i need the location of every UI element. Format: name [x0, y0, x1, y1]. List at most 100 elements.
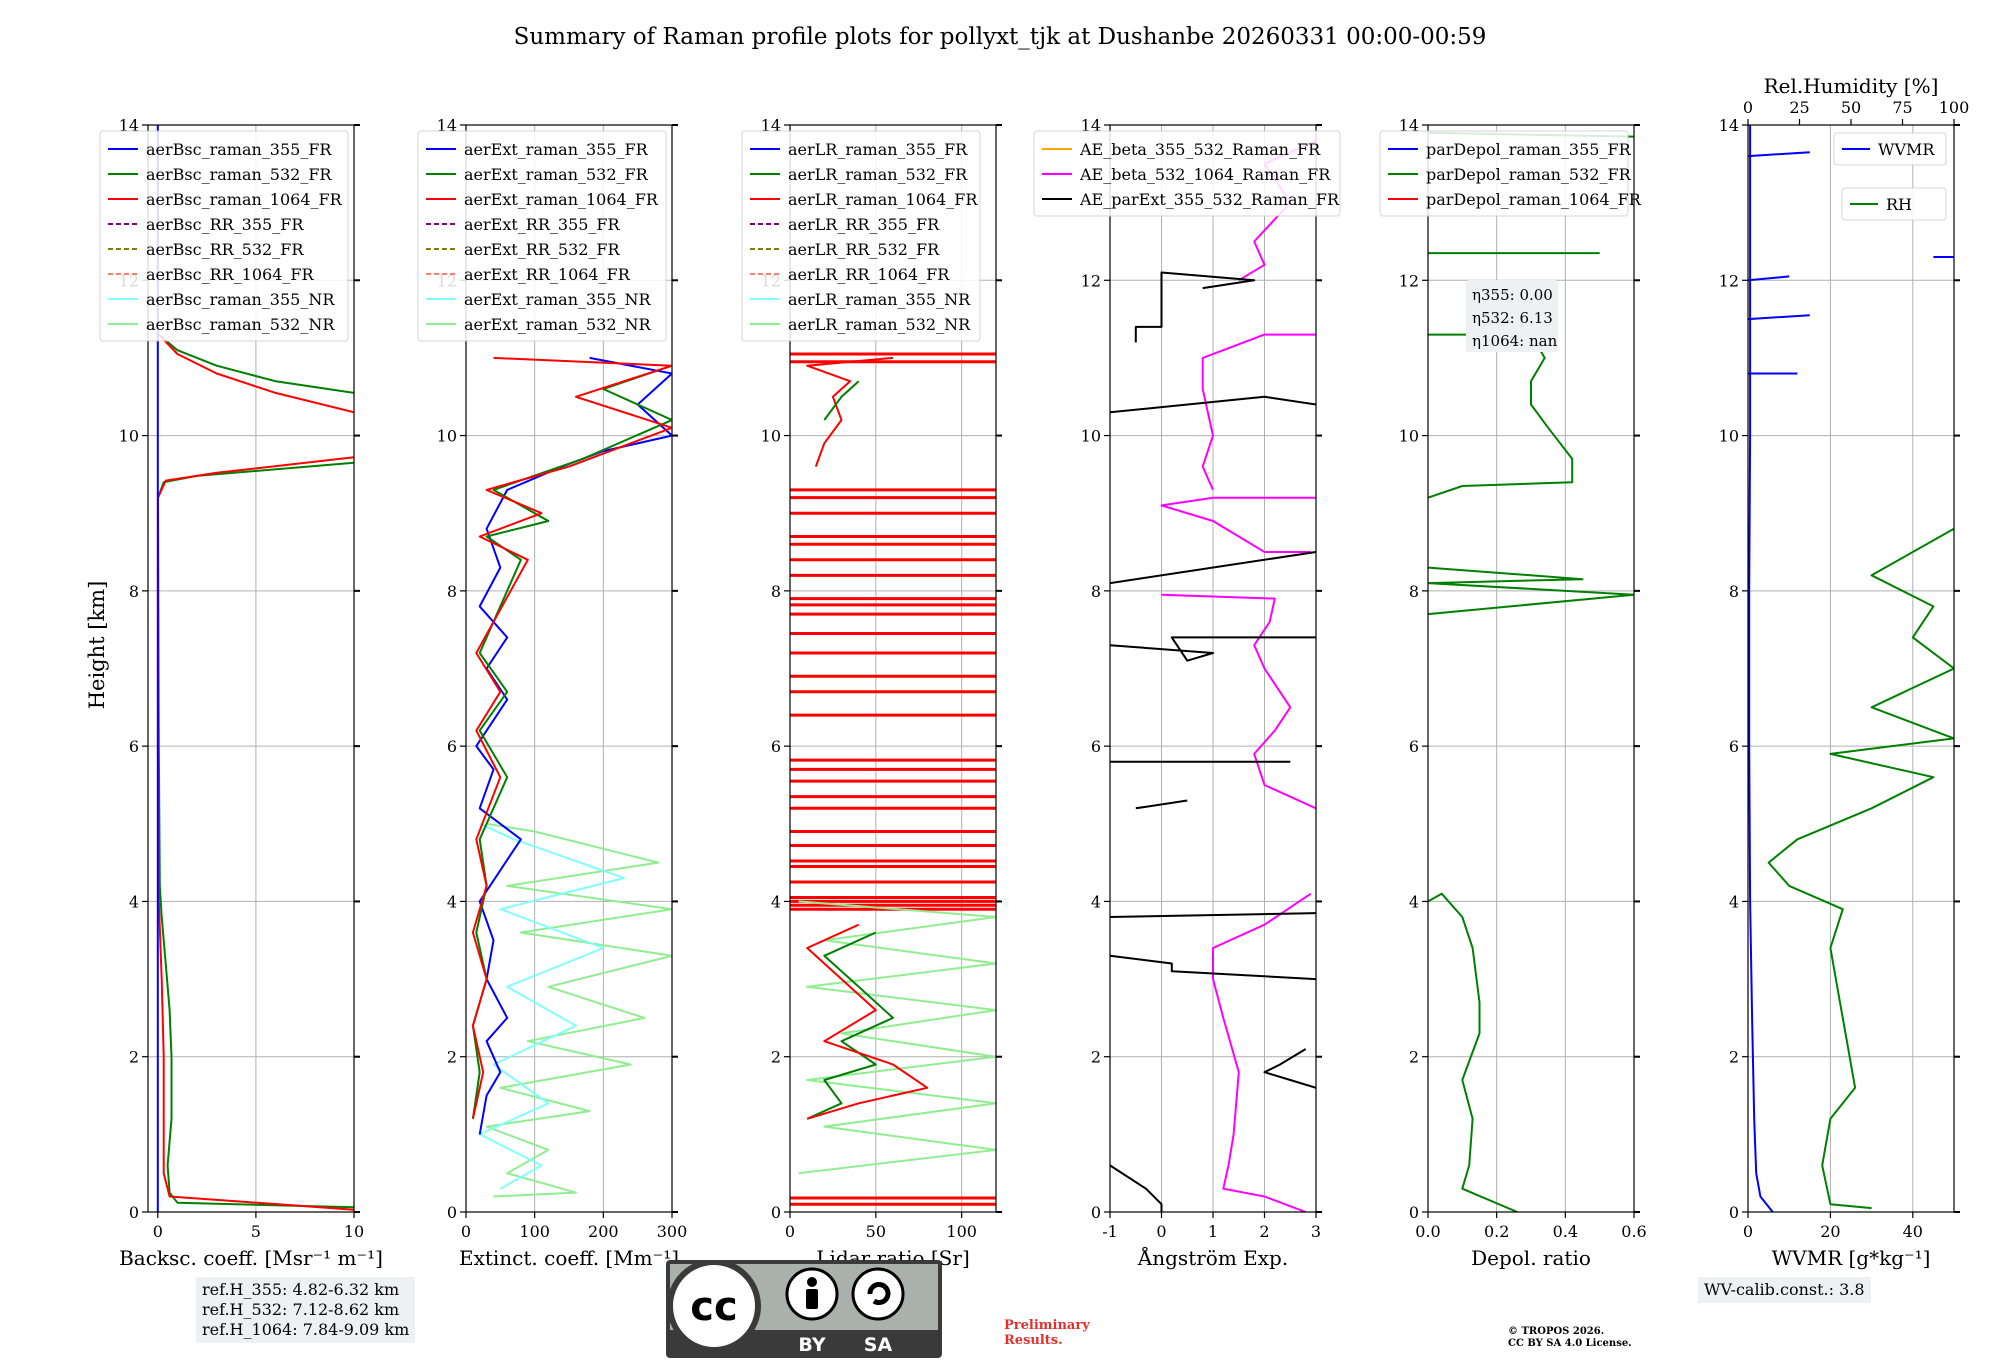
y-tick-label: 12 [1399, 271, 1419, 290]
y-tick-label: 2 [129, 1048, 139, 1067]
legend-box [1033, 130, 1341, 217]
copyright-line-1: © TROPOS 2026. [1508, 1326, 1605, 1337]
x-tick-label: 40 [1903, 1222, 1923, 1241]
y-tick-label: 0 [129, 1203, 139, 1222]
x-tick-label: 0.2 [1484, 1222, 1509, 1241]
legend-label: AE_parExt_355_532_Raman_FR [1079, 190, 1340, 209]
y-tick-label: 10 [1399, 427, 1419, 446]
series-line-aerExt_raman_532_NR [485, 822, 672, 1198]
legend-label: aerBsc_RR_1064_FR [146, 265, 315, 284]
top-axis-label: Rel.Humidity [%] [1764, 74, 1939, 98]
y-tick-label: 8 [1409, 582, 1419, 601]
panel-5: 0 2 4 6 8 10 12 14 0.0 0.2 0.4 0.6 Depol. ratio parDe… [1379, 116, 1647, 1270]
series-line-parDepol_raman_532_FR [1428, 892, 1518, 1212]
ref-height-355: ref.H_355: 4.82-6.32 km [202, 1280, 400, 1299]
x-tick-label: 0.0 [1415, 1222, 1440, 1241]
legend-label: aerBsc_raman_532_NR [146, 315, 335, 334]
x-tick-label: 0 [153, 1222, 163, 1241]
series-line-WVMR [1748, 314, 1810, 321]
legend-label: aerBsc_raman_355_NR [146, 290, 335, 309]
ref-heights-box: ref.H_355: 4.82-6.32 km ref.H_532: 7.12-… [196, 1277, 416, 1343]
x-tick-label: 100 [946, 1222, 977, 1241]
series-line-aerLR_raman_532_NR [798, 900, 996, 1175]
top-x-tick-label: 100 [1939, 98, 1970, 117]
x-tick-label: 2 [1259, 1222, 1269, 1241]
y-tick-label: 14 [1399, 116, 1419, 135]
series-line-AE_parExt_355_532_Raman_FR [1110, 395, 1316, 414]
y-tick-label: 2 [1091, 1048, 1101, 1067]
series-line-AE_parExt_355_532_Raman_FR [1110, 954, 1316, 981]
series-line-WVMR [1748, 275, 1790, 282]
x-tick-label: 100 [519, 1222, 550, 1241]
legend-label: WVMR [1878, 140, 1935, 159]
x-axis-label: Extinct. coeff. [Mm⁻¹] [459, 1246, 679, 1270]
legend-label: aerLR_raman_532_NR [788, 315, 971, 334]
y-tick-label: 2 [447, 1048, 457, 1067]
depol-info-line: η355: 0.00 [1472, 286, 1553, 304]
legend-label: aerExt_raman_1064_FR [464, 190, 659, 209]
x-axis-label: Ångström Exp. [1137, 1245, 1288, 1270]
y-tick-label: 8 [447, 582, 457, 601]
legend-label: parDepol_raman_1064_FR [1426, 190, 1642, 209]
x-tick-label: 5 [251, 1222, 261, 1241]
series-group [1748, 125, 1954, 1212]
y-tick-label: 4 [1409, 892, 1419, 911]
y-tick-label: 14 [761, 116, 781, 135]
x-axis-label: Backsc. coeff. [Msr⁻¹ m⁻¹] [119, 1246, 383, 1270]
y-tick-label: 14 [437, 116, 457, 135]
legend-box [1833, 132, 1947, 166]
x-tick-label: 0 [1156, 1222, 1166, 1241]
y-tick-label: 2 [1409, 1048, 1419, 1067]
legend-label: aerBsc_raman_532_FR [146, 165, 332, 184]
y-tick-label: 8 [1729, 582, 1739, 601]
x-axis-label: WVMR [g*kg⁻¹] [1772, 1246, 1931, 1270]
x-tick-label: 0.4 [1553, 1222, 1578, 1241]
legend-label: parDepol_raman_355_FR [1426, 140, 1632, 159]
series-line-AE_beta_532_1064_Raman_FR [1201, 333, 1316, 491]
series-line-aerExt_raman_532_FR [471, 364, 672, 1119]
y-tick-label: 10 [119, 427, 139, 446]
series-group [471, 356, 672, 1198]
depol-info-line: η1064: nan [1472, 332, 1558, 350]
series-line-aerExt_raman_1064_FR [471, 356, 672, 1120]
series-line-WVMR [1748, 151, 1810, 158]
y-tick-label: 2 [1729, 1048, 1739, 1067]
depol-info-box [1466, 280, 1558, 352]
y-tick-label: 4 [1091, 892, 1101, 911]
y-tick-label: 6 [771, 737, 781, 756]
legend-label: aerExt_raman_355_NR [464, 290, 652, 309]
legend-label: aerLR_RR_1064_FR [788, 265, 950, 284]
x-tick-label: 0 [1743, 1222, 1753, 1241]
series-line-RH [1767, 527, 1954, 1210]
top-x-tick-label: 25 [1789, 98, 1809, 117]
series-line-AE_parExt_355_532_Raman_FR [1110, 636, 1316, 662]
y-tick-label: 4 [771, 892, 781, 911]
y-tick-label: 8 [771, 582, 781, 601]
legend-label: aerExt_RR_355_FR [464, 215, 621, 234]
legend-label: aerBsc_raman_355_FR [146, 140, 332, 159]
legend-label: RH [1886, 195, 1912, 214]
y-tick-label: 0 [1409, 1203, 1419, 1222]
preliminary-line-1: Preliminary [1004, 1318, 1090, 1333]
legend-box [99, 130, 349, 342]
legend-label: aerExt_raman_532_FR [464, 165, 649, 184]
series-group [156, 125, 354, 1212]
legend-label: aerLR_RR_355_FR [788, 215, 940, 234]
series-line-aerExt_raman_355_NR [478, 822, 625, 1190]
cc-license-badge: cc BY SA [666, 1260, 942, 1358]
axes-frame [1747, 124, 1955, 1213]
legend-label: parDepol_raman_532_FR [1426, 165, 1632, 184]
panel-3: 02468101214050100Lidar ratio [Sr]aerLR_r… [741, 116, 1002, 1270]
axes-frame [465, 124, 673, 1213]
series-line-aerExt_raman_355_FR [475, 356, 672, 1135]
series-line-aerBsc_raman_1064_FR [158, 333, 354, 414]
copyright-note: © TROPOS 2026. CC BY SA 4.0 License. [1508, 1326, 1632, 1350]
y-axis-label: Height [km] [85, 581, 109, 710]
y-tick-label: 12 [1081, 271, 1101, 290]
series-line-AE_beta_532_1064_Raman_FR [1161, 593, 1316, 810]
series-line-AE_parExt_355_532_Raman_FR [1110, 1164, 1163, 1212]
legend-label: aerLR_RR_532_FR [788, 240, 940, 259]
y-tick-label: 0 [1729, 1203, 1739, 1222]
axes-frame [789, 124, 997, 1213]
